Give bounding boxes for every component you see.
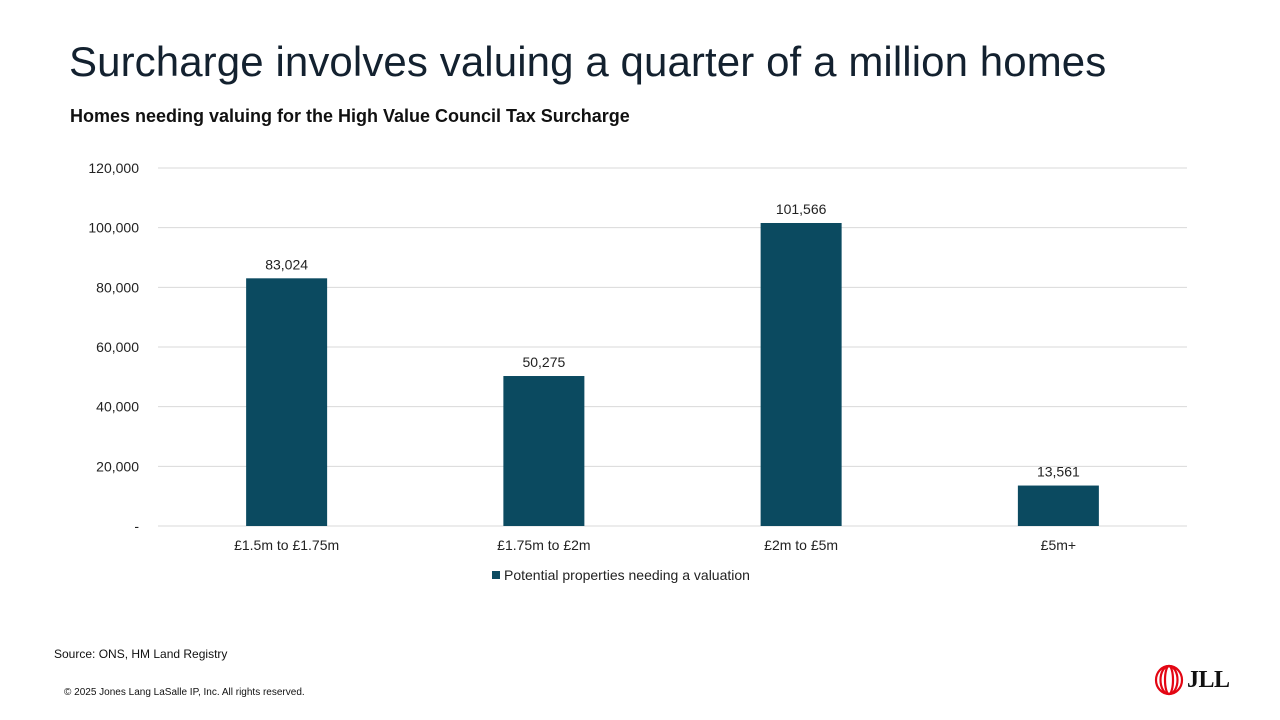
bar [503,376,585,526]
x-tick-label: £5m+ [1041,537,1076,553]
bar [1017,485,1099,526]
jll-emblem-icon [1154,664,1184,696]
legend-label: Potential properties needing a valuation [504,567,750,583]
bar-data-label: 13,561 [1037,464,1080,480]
bar [246,278,328,526]
bar [760,222,842,527]
jll-logo-text: JLL [1187,666,1230,693]
source-note: Source: ONS, HM Land Registry [54,647,228,661]
copyright-note: © 2025 Jones Lang LaSalle IP, Inc. All r… [64,687,305,698]
chart-subtitle: Homes needing valuing for the High Value… [70,106,630,126]
y-tick-label: - [134,518,139,534]
bar-data-label: 83,024 [265,256,308,272]
slide-title: Surcharge involves valuing a quarter of … [69,38,1107,85]
x-tick-label: £1.5m to £1.75m [234,537,339,553]
y-tick-label: 120,000 [88,160,139,176]
bar-data-label: 50,275 [522,354,565,370]
x-tick-label: £1.75m to £2m [497,537,590,553]
legend-swatch [492,571,500,579]
y-tick-label: 60,000 [96,339,139,355]
y-tick-label: 40,000 [96,399,139,415]
jll-logo: JLL [1154,664,1230,696]
bar-data-label: 101,566 [776,201,827,217]
bar-chart: - 20,000 40,000 60,000 80,000 100,000 120,000 8… [88,160,1187,583]
y-tick-label: 80,000 [96,279,139,295]
y-tick-label: 20,000 [96,458,139,474]
y-tick-label: 100,000 [88,220,139,236]
x-tick-label: £2m to £5m [764,537,838,553]
